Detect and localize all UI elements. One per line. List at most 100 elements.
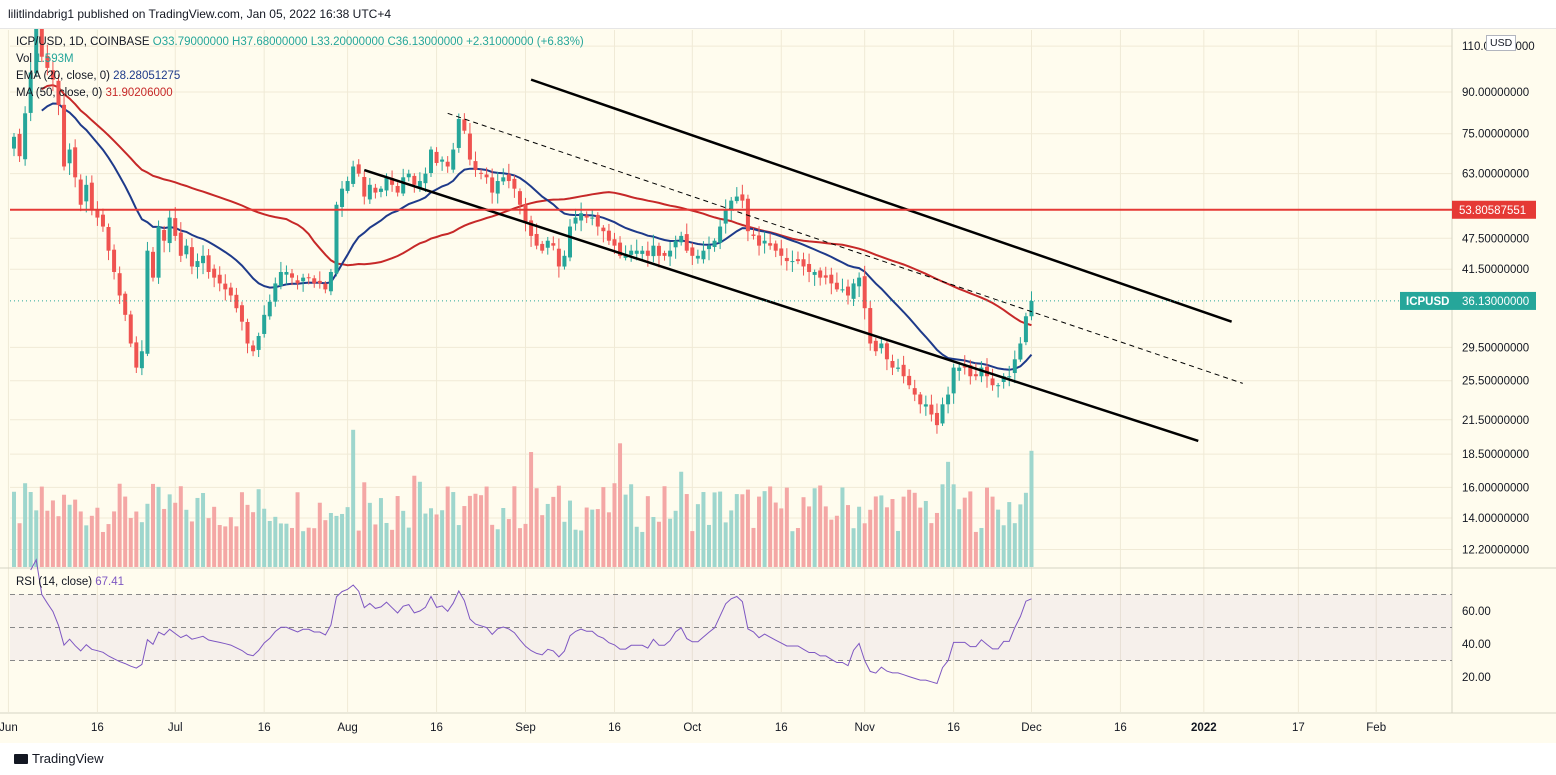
- candle-body: [1018, 343, 1023, 360]
- candle-body: [673, 240, 678, 248]
- volume-bar: [601, 487, 606, 567]
- price-tick-label: 75.00000000: [1462, 129, 1529, 141]
- volume-bar: [106, 524, 111, 567]
- volume-bar: [768, 486, 773, 567]
- volume-bar: [890, 499, 895, 567]
- last-price-tag: [1400, 291, 1536, 310]
- symbol-label: ICP/USD, 1D, COINBASE: [16, 36, 150, 48]
- volume-bar: [312, 528, 317, 567]
- volume-bar: [985, 487, 989, 567]
- volume-bar: [907, 489, 912, 567]
- time-tick-label: 16: [430, 722, 443, 734]
- candle-body: [217, 274, 222, 284]
- volume-bar: [996, 509, 1001, 567]
- candle-body: [212, 268, 217, 278]
- ma-label: MA (50, close, 0): [16, 87, 103, 99]
- legend-ema[interactable]: EMA (20, close, 0) 28.28051275: [16, 70, 180, 82]
- candle-body: [784, 257, 789, 262]
- volume-bar: [673, 510, 678, 567]
- candle-body: [912, 388, 917, 395]
- candle-body: [962, 366, 967, 368]
- rsi-tick-label: 40.00: [1462, 639, 1491, 651]
- volume-bar: [145, 503, 150, 567]
- brand-name: TradingView: [32, 751, 104, 766]
- volume-bar: [95, 507, 100, 567]
- volume-bar: [212, 506, 217, 567]
- volume-bar: [373, 524, 378, 567]
- legend-ma[interactable]: MA (50, close, 0) 31.90206000: [16, 87, 173, 99]
- volume-bar: [67, 504, 72, 567]
- candle-body: [629, 250, 634, 255]
- candle-body: [184, 245, 189, 255]
- candle-body: [551, 243, 556, 246]
- tradingview-logo[interactable]: TradingView: [14, 751, 104, 766]
- volume-bar: [217, 525, 222, 567]
- volume-bar: [334, 515, 339, 567]
- candle-body: [534, 233, 539, 246]
- candle-body: [979, 367, 984, 377]
- candle-body: [245, 321, 250, 344]
- volume-bar: [962, 497, 967, 567]
- volume-bar: [156, 486, 161, 567]
- candle-body: [201, 255, 206, 264]
- candle-body: [951, 367, 956, 394]
- volume-bar: [679, 471, 684, 567]
- candle-body: [718, 226, 723, 243]
- currency-badge[interactable]: USD: [1486, 35, 1517, 51]
- price-tick-label: 18.50000000: [1462, 449, 1529, 461]
- volume-bar: [757, 496, 762, 567]
- time-tick-label: 2022: [1191, 722, 1217, 734]
- volume-bar: [451, 492, 456, 567]
- volume-bar: [23, 483, 28, 567]
- candle-body: [645, 250, 650, 256]
- candle-body: [178, 232, 183, 256]
- candle-body: [67, 149, 72, 164]
- candle-body: [795, 259, 800, 262]
- candle-body: [401, 177, 406, 194]
- candle-body: [807, 263, 812, 272]
- volume-bar: [612, 483, 617, 567]
- candle-body: [668, 250, 673, 257]
- channel-line: [363, 168, 1199, 443]
- volume-bar: [517, 528, 522, 567]
- candle-body: [73, 147, 78, 178]
- candle-body: [801, 259, 806, 267]
- candle-body: [973, 374, 978, 377]
- candle-body: [429, 149, 433, 174]
- volume-bar: [734, 494, 739, 567]
- legend-volume[interactable]: Vol 1.593M: [16, 53, 74, 65]
- rsi-label: RSI (14, close): [16, 576, 93, 588]
- rsi-line: [30, 558, 1032, 685]
- candle-body: [467, 133, 472, 160]
- time-tick-label: 17: [1292, 722, 1305, 734]
- time-tick-label: Jul: [168, 722, 183, 734]
- candle-body: [829, 274, 834, 284]
- candle-body: [301, 277, 306, 282]
- candle-body: [940, 404, 945, 424]
- volume-bar: [345, 507, 350, 567]
- rsi-value: 67.41: [95, 576, 125, 588]
- volume-bar: [50, 500, 55, 567]
- candle-body: [812, 271, 817, 275]
- candle-body: [568, 226, 572, 258]
- candle-body: [351, 166, 356, 184]
- legend-rsi[interactable]: RSI (14, close) 67.41: [16, 576, 124, 588]
- volume-bar: [367, 502, 372, 567]
- volume-bar: [1001, 525, 1006, 567]
- volume-bar: [712, 492, 717, 567]
- vol-label: Vol: [16, 53, 32, 65]
- volume-bar: [595, 509, 600, 567]
- candle-body: [946, 394, 951, 405]
- candle-body: [690, 247, 695, 256]
- candle-body: [740, 194, 745, 201]
- candle-body: [601, 227, 606, 232]
- publish-line: lilitlindabrig1 published on TradingView…: [8, 7, 392, 21]
- time-tick-label: 16: [91, 722, 104, 734]
- candle-body: [584, 215, 589, 218]
- price-tick-label: 21.50000000: [1462, 415, 1529, 427]
- legend-main[interactable]: ICP/USD, 1D, COINBASE O33.79000000 H37.6…: [16, 36, 584, 48]
- volume-bar: [256, 489, 261, 567]
- volume-bar: [195, 497, 200, 567]
- candle-body: [334, 204, 339, 274]
